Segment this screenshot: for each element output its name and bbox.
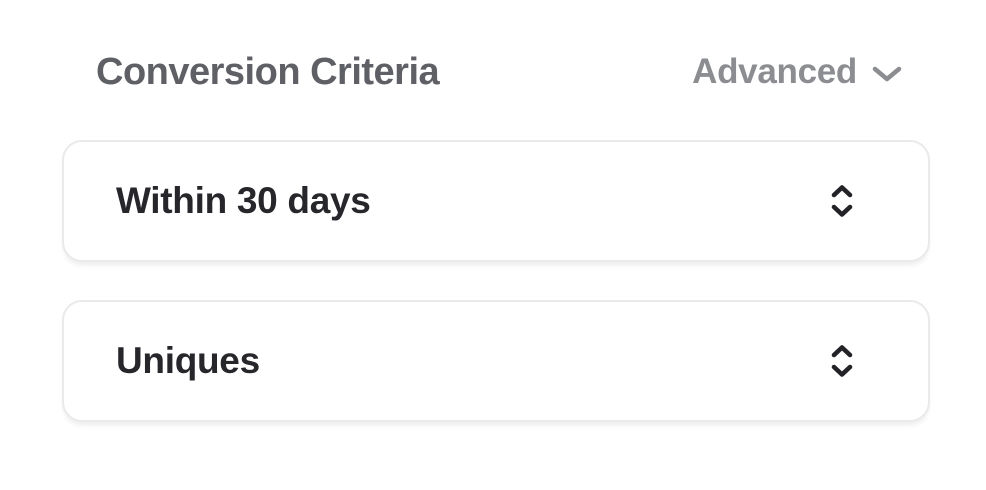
conversion-window-select[interactable]: Within 30 days	[62, 140, 930, 262]
counting-method-select[interactable]: Uniques	[62, 300, 930, 422]
unfold-more-icon	[830, 184, 854, 218]
advanced-toggle-label: Advanced	[692, 52, 857, 91]
panel-header: Conversion Criteria Advanced	[96, 50, 902, 94]
page-title: Conversion Criteria	[96, 50, 440, 93]
unfold-more-icon	[830, 344, 854, 378]
counting-method-value: Uniques	[116, 340, 260, 381]
conversion-window-value: Within 30 days	[116, 180, 371, 221]
chevron-down-icon	[872, 61, 902, 83]
advanced-toggle-button[interactable]: Advanced	[692, 52, 902, 92]
